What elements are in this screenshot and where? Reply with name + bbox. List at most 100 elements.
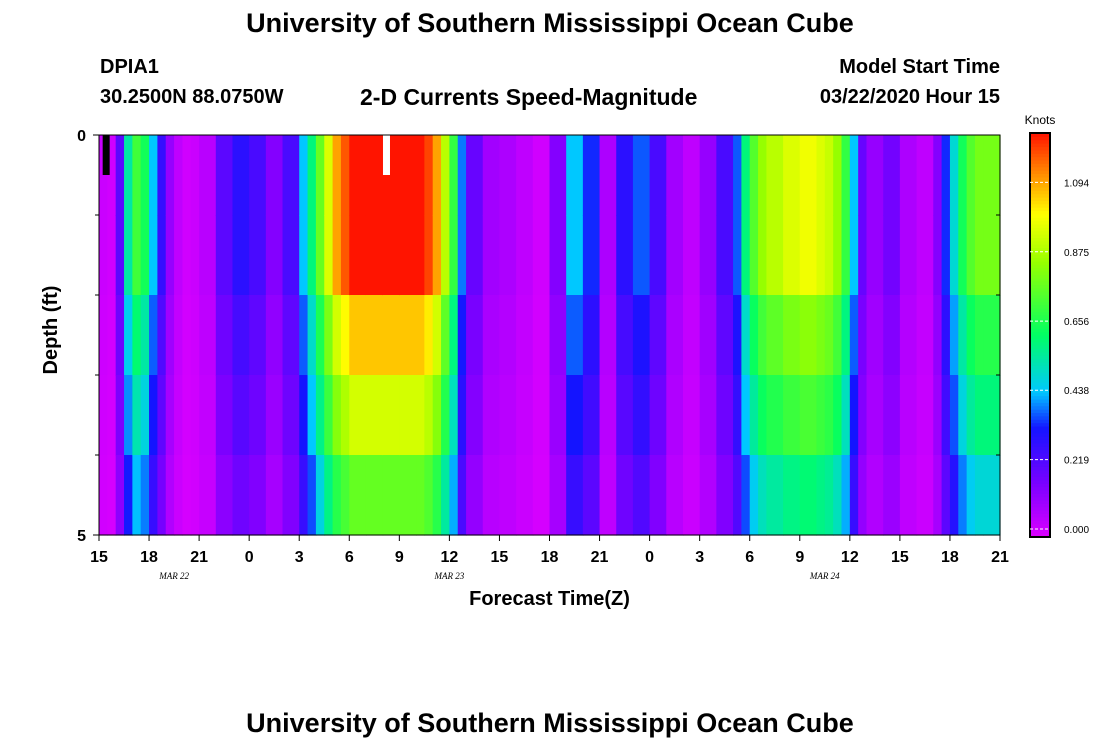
heatmap-cell [616,375,634,456]
colorbar-segment [1030,139,1050,144]
x-tick-label: 18 [941,549,959,566]
colorbar-segment [1030,260,1050,265]
heatmap-cell [532,375,551,456]
colorbar-frame [1029,132,1051,538]
heatmap-cell [140,215,150,296]
heatmap-cell [966,455,976,536]
heatmap-cell [182,295,192,376]
colorbar-segment [1030,422,1050,427]
heatmap-cell [841,375,851,456]
heatmap-cell [315,375,325,456]
heatmap-cell [532,215,551,296]
colorbar-segment [1030,479,1050,484]
colorbar-segment [1030,378,1050,383]
heatmap-cell [899,455,918,536]
y-axis: 05 [77,128,1000,545]
heatmap-cell [457,455,467,536]
heatmap-cell [349,135,367,216]
heatmap-cell [424,455,434,536]
colorbar-segment [1030,395,1050,400]
footer-title: University of Southern Mississippi Ocean… [246,708,854,738]
heatmap-cell [282,455,300,536]
heatmap-cell [215,455,234,536]
heatmap-cell [132,215,142,296]
heatmap-cell [733,375,742,456]
heatmap-cell [99,215,108,296]
heatmap-cell [699,375,717,456]
heatmap-cell [149,375,158,456]
heatmap-cell [365,135,384,216]
heatmap-cell [933,295,943,376]
heatmap-cell [741,455,751,536]
colorbar-tick-label: 0.656 [1064,317,1089,328]
colorbar-segment [1030,220,1050,225]
heatmap-cell [165,295,175,376]
heatmap-cell [549,295,567,376]
heatmap-cell [833,135,843,216]
heatmap-cell [749,215,759,296]
colorbar-segment [1030,419,1050,424]
heatmap-cell [974,455,984,536]
colorbar-segment [1030,234,1050,238]
heatmap-cell [849,455,859,536]
colorbar-segment [1030,341,1050,346]
x-tick-label: 15 [491,549,509,566]
heatmap-cell [132,295,142,376]
heatmap-cell [841,295,851,376]
heatmap-cell [816,295,826,376]
heatmap-cell [632,375,651,456]
colorbar-segment [1030,297,1050,302]
heatmap-cell [983,215,1001,296]
heatmap-cell [783,135,801,216]
heatmap-cell [399,375,417,456]
colorbar-segment [1030,466,1050,471]
heatmap-cell [174,135,184,216]
x-tick-label: 3 [695,549,704,566]
heatmap-cells [99,135,1001,536]
heatmap-cell [766,375,784,456]
colorbar-segment [1030,476,1050,481]
heatmap-cell [966,295,976,376]
colorbar-segment [1030,388,1050,393]
heatmap-cell [966,135,976,216]
heatmap-cell [916,375,934,456]
colorbar-segment [1030,254,1050,259]
heatmap-cell [566,215,584,296]
colorbar-segment [1030,516,1050,521]
colorbar-segment [1030,382,1050,387]
heatmap-cell [649,455,667,536]
heatmap-cell [599,375,617,456]
heatmap-cell [482,375,501,456]
heatmap-cell [349,295,367,376]
heatmap-cell [382,375,400,456]
heatmap-cell [282,375,300,456]
heatmap-cell [666,455,684,536]
heatmap-cell [315,295,325,376]
colorbar-segment [1030,170,1050,174]
heatmap-cell [974,375,984,456]
heatmap-cell [249,295,267,376]
colorbar-segment [1030,462,1050,467]
heatmap-cell [974,295,984,376]
heatmap-cell [157,455,167,536]
heatmap-cell [783,215,801,296]
colorbar-segment [1030,284,1050,289]
colorbar-segment [1030,372,1050,376]
heatmap-cell [457,375,467,456]
colorbar-segment [1030,196,1050,201]
heatmap-cell [799,215,818,296]
colorbar-segment [1030,240,1050,245]
colorbar-segment [1030,392,1050,397]
colorbar-segment [1030,429,1050,434]
heatmap-cell [858,215,868,296]
heatmap-cell [190,295,200,376]
heatmap-cell [340,295,350,376]
heatmap-cell [699,135,717,216]
colorbar-segment [1030,163,1050,168]
heatmap-cell [265,455,284,536]
heatmap-cell [682,215,701,296]
heatmap-cell [916,455,934,536]
heatmap-cell [282,295,300,376]
heatmap-cell [682,135,701,216]
colorbar-tick-label: 0.219 [1064,456,1089,467]
